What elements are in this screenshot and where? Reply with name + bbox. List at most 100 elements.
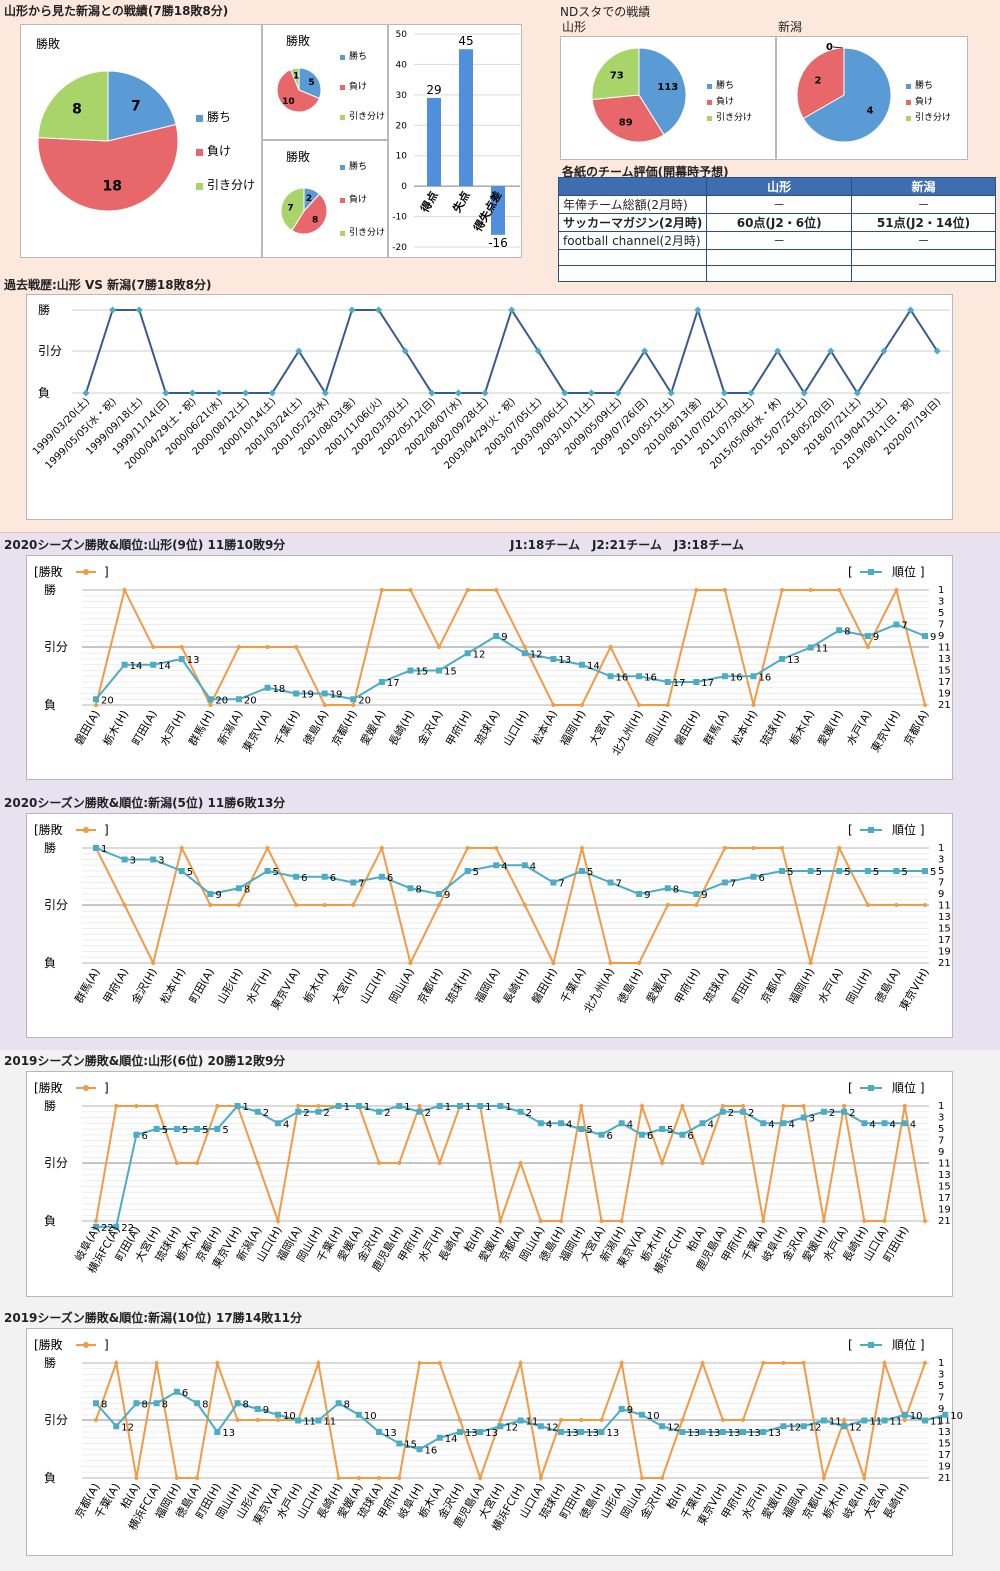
rank-value-label: 1: [344, 1102, 350, 1113]
x-tick-label: 水戸(H): [243, 966, 274, 1006]
result-point: [882, 1361, 887, 1365]
result-point: [639, 1104, 644, 1108]
data-point: [135, 306, 143, 314]
rank-value-label: 4: [890, 1119, 896, 1130]
rank-tick-label: 7: [938, 620, 944, 631]
result-line: [95, 1102, 926, 1225]
result-point: [236, 903, 241, 907]
result-point: [862, 1476, 867, 1480]
legend-marker-result: [83, 1342, 89, 1348]
rank-point: [113, 1423, 120, 1430]
rank-value-label: 4: [910, 1119, 916, 1130]
rank-line: [95, 847, 925, 896]
y-axis-label: 勝: [38, 302, 50, 317]
result-point: [195, 1476, 200, 1480]
rank-point: [335, 1103, 342, 1109]
result-point: [235, 1418, 240, 1422]
y-axis-label: 負: [44, 1471, 56, 1485]
legend-label: 勝ち: [349, 50, 367, 62]
rank-point: [113, 1223, 120, 1230]
rank-point: [93, 1223, 99, 1230]
rank-point: [178, 656, 185, 662]
x-tick-label: 大宮(A): [586, 708, 617, 748]
legend-label: [勝敗: [34, 1080, 63, 1095]
rank-value-label: 6: [647, 1131, 653, 1142]
rank-tick-label: 21: [938, 1216, 951, 1227]
result-point: [122, 903, 127, 907]
result-point: [417, 1361, 422, 1365]
rank-point: [378, 873, 385, 880]
rank-value-label: 2: [728, 1108, 734, 1119]
result-point: [837, 588, 842, 592]
rank-point: [416, 1108, 423, 1115]
eval-header-blank: [557, 177, 708, 196]
rank-point: [779, 868, 786, 874]
rank-point: [750, 873, 757, 880]
result-point: [255, 1418, 260, 1422]
rank-point: [537, 1423, 544, 1430]
2020-niigata-title: 2020シーズン勝敗&順位:新潟(5位) 11勝6敗13分: [4, 796, 286, 810]
data-point: [401, 347, 409, 355]
rank-value-label: 18: [273, 684, 286, 695]
x-tick-label: 水戸(A): [844, 708, 874, 748]
pie-slice: [289, 67, 300, 91]
rank-point: [881, 1120, 888, 1127]
rank-point: [207, 696, 214, 703]
rank-point: [807, 644, 814, 651]
rank-point: [864, 633, 871, 639]
history-title: 過去戦歴:山形 VS 新潟(7勝18敗8分): [4, 278, 212, 292]
rank-value-label: 16: [616, 672, 629, 683]
result-point: [665, 703, 670, 707]
rank-point: [121, 661, 128, 668]
rank-point: [264, 868, 271, 874]
rank-value-label: 8: [101, 1399, 107, 1410]
y-axis-label: 負: [38, 386, 50, 400]
result-line: [95, 1359, 926, 1482]
result-point: [265, 846, 270, 850]
rank-point: [636, 673, 643, 680]
rank-value-label: 7: [616, 879, 622, 890]
legend-marker-result: [83, 1085, 89, 1091]
rank-tick-label: 3: [938, 1113, 944, 1124]
rank-value-label: 17: [701, 678, 714, 689]
data-point: [747, 389, 755, 397]
result-point: [801, 1361, 806, 1365]
legend-marker-result: [83, 569, 89, 575]
x-tick-label: 京都(A): [757, 966, 788, 1006]
legend-label: 引き分け: [207, 178, 255, 192]
data-point: [907, 306, 915, 314]
rank-point: [841, 1423, 848, 1430]
rank-point: [598, 1131, 605, 1138]
rank-point: [295, 1417, 302, 1424]
result-point: [761, 1219, 766, 1223]
rank-value-label: 4: [788, 1119, 794, 1130]
2019-yamagata-title: 2019シーズン勝敗&順位:山形(6位) 20勝12敗9分: [4, 1054, 286, 1068]
rank-point: [173, 1126, 180, 1132]
data-point: [481, 389, 489, 397]
rank-value-label: 12: [121, 1422, 134, 1433]
rank-point: [779, 656, 786, 662]
rank-point: [820, 1417, 827, 1424]
rank-point: [264, 684, 271, 691]
result-point: [294, 903, 299, 907]
result-point: [379, 588, 384, 592]
rank-value-label: 17: [673, 678, 686, 689]
league-note: J1:18チーム J2:21チーム J3:18チーム: [510, 538, 744, 552]
table-cell: サッカーマガジン(2月時): [557, 213, 708, 232]
rank-tick-label: 19: [938, 689, 951, 700]
rank-tick-label: 1: [938, 1358, 944, 1369]
result-point: [700, 1361, 705, 1365]
result-point: [465, 588, 470, 592]
rank-line: [95, 623, 926, 701]
legend-label: [勝敗: [34, 822, 63, 837]
rank-value-label: 8: [202, 1399, 208, 1410]
rank-point: [664, 885, 671, 892]
data-point: [587, 389, 595, 397]
result-point: [619, 1361, 624, 1365]
rank-value-label: 13: [384, 1428, 397, 1439]
result-point: [437, 1361, 442, 1365]
result-point: [215, 1104, 220, 1108]
y-axis-label: 勝: [44, 582, 56, 597]
x-tick-label: 徳島(A): [872, 966, 903, 1006]
